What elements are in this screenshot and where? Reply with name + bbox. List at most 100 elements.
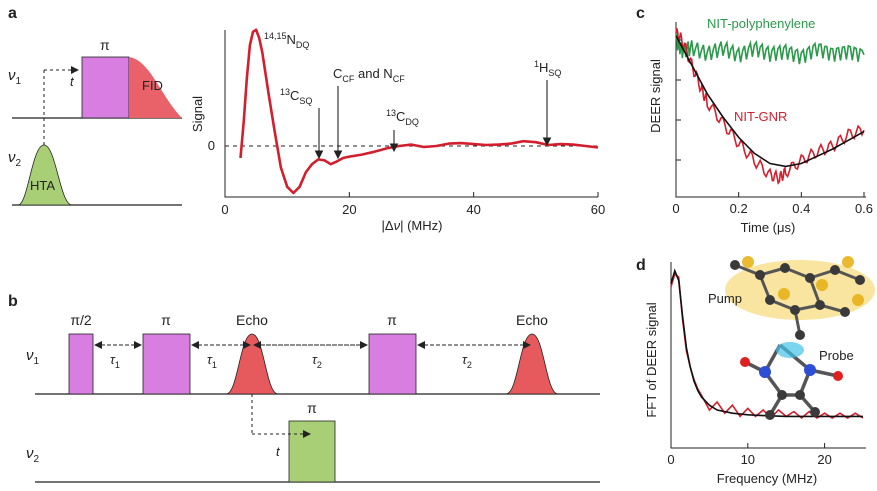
b-pi-pulse-1 (142, 333, 191, 395)
c-series-fit (675, 35, 865, 168)
carbon-atom (755, 270, 765, 280)
a-xlabel: |Δν| (MHz) (382, 218, 443, 233)
b-nu1-label: ν1 (26, 347, 40, 367)
annot-c-sq: 13CSQ (280, 87, 312, 106)
annot-n-dq: 14,15NDQ (264, 31, 309, 50)
b-t-label: t (276, 444, 281, 459)
c-xtick-label: 0.2 (730, 201, 748, 216)
carbon-atom (855, 275, 865, 285)
b-echo-label-1: Echo (236, 312, 268, 328)
c-xtick-label: 0 (672, 201, 679, 216)
b-tau1-label-1: τ1 (110, 352, 120, 370)
panel-c: c 0 0.2 0.4 0.6 DEER signal Time (μs) NIT-p… (636, 5, 873, 235)
a-spectrum-axes (224, 30, 598, 198)
nitrogen-atom (804, 364, 816, 376)
c-xtick-label: 0.4 (792, 201, 810, 216)
carbon-atom (765, 295, 775, 305)
a-xtick-label: 0 (221, 202, 228, 217)
graphene-ribbon (725, 256, 875, 340)
spin-lobe (742, 256, 754, 268)
spin-lobe (816, 279, 828, 291)
d-xtick-label: 20 (817, 452, 831, 467)
pump-label: Pump (708, 291, 742, 306)
d-ylabel: FFT of DEER signal (644, 302, 659, 417)
carbon-atom (777, 390, 787, 400)
d-xlabel: Frequency (MHz) (717, 471, 817, 486)
nitroxide-radical (740, 342, 843, 420)
b-tau2-label-2: τ2 (462, 352, 472, 370)
b-pi-label-2: π (387, 312, 397, 328)
panel-d-label: d (636, 257, 646, 274)
b-nu2-label: ν2 (26, 445, 40, 465)
fid-decay (129, 57, 182, 118)
c-legend-polyphenylene: NIT-polyphenylene (707, 16, 815, 31)
a-xtick-label: 20 (342, 202, 356, 217)
oxygen-atom (740, 357, 750, 367)
carbon-atom (795, 390, 805, 400)
carbon-atom (765, 410, 775, 420)
a-spectrum-series-line (239, 28, 599, 195)
carbon-atom (830, 265, 840, 275)
annot-c-dq: 13CDQ (386, 108, 419, 127)
carbon-atom (810, 407, 820, 417)
b-nu2-pi-pulse (288, 420, 336, 483)
b-nu2-pi-label: π (307, 400, 317, 416)
annot-h-sq: 1HSQ (534, 59, 561, 78)
hta-label: HTA (30, 178, 55, 193)
b-echo-2 (505, 333, 559, 395)
probe-label: Probe (819, 348, 854, 363)
hta-pulse (17, 144, 73, 206)
a-nu1-label: ν1 (8, 67, 22, 87)
a-xticks: 0 20 40 60 (221, 192, 605, 217)
spin-lobe (852, 294, 864, 306)
a-ylabel: Signal (190, 96, 205, 132)
carbon-atom (815, 300, 825, 310)
carbon-atom (805, 273, 815, 283)
c-xticks: 0 0.2 0.4 0.6 (672, 192, 873, 216)
a-t-label: t (70, 74, 75, 89)
carbon-atom (730, 260, 740, 270)
b-pi-pulse-2 (368, 333, 417, 395)
nitrogen-atom (759, 366, 771, 378)
panel-a-pulse-sequence: ν1 ν2 HTA π FID t (8, 37, 182, 206)
oxygen-atom (833, 371, 843, 381)
carbon-atom (790, 305, 800, 315)
b-tau1-label-2: τ1 (207, 352, 217, 370)
c-y-ticks (676, 39, 681, 161)
spin-lobe (778, 288, 790, 300)
d-xticks: 0 10 20 (667, 443, 832, 467)
a-nu2-label: ν2 (8, 149, 22, 169)
panel-d: d 0 10 20 FFT of DEER signal Frequency (MH… (636, 256, 875, 486)
panel-b: b ν1 ν2 π/2 π Echo π Echo π τ1 τ (8, 293, 600, 483)
b-pi2-pulse (68, 333, 94, 395)
c-xtick-label: 0.6 (855, 201, 873, 216)
d-xtick-label: 10 (741, 452, 755, 467)
a-pi-label: π (100, 37, 110, 53)
c-ylabel: DEER signal (648, 59, 663, 133)
panel-c-label: c (636, 5, 645, 22)
a-xtick-label: 60 (591, 202, 605, 217)
panel-b-label: b (8, 293, 18, 310)
spin-lobe (842, 256, 854, 268)
carbon-atom (795, 330, 805, 340)
b-interval-arrows (94, 341, 531, 438)
annot-cf: CCF and NCF (333, 66, 405, 84)
b-pi2-label: π/2 (70, 312, 92, 328)
a-zero-label: 0 (208, 138, 215, 153)
a-xtick-label: 40 (466, 202, 480, 217)
panel-a-label: a (8, 5, 17, 22)
b-tau2-label-1: τ2 (312, 352, 322, 370)
a-pi-pulse (81, 56, 130, 119)
b-echo-1 (225, 333, 279, 395)
a-spectrum-chart: 0 Signal 0 20 40 60 |Δν| (MHz) 14,15NDQ 13C… (190, 28, 605, 233)
molecule-illustration: Pump Probe (708, 256, 875, 420)
fid-label: FID (142, 78, 163, 93)
panel-a: a ν1 ν2 HTA π FID t 0 Signal (8, 5, 605, 233)
d-xtick-label: 0 (667, 452, 674, 467)
carbon-atom (780, 263, 790, 273)
c-legend-gnr: NIT-GNR (734, 109, 787, 124)
c-xlabel: Time (μs) (741, 220, 796, 235)
b-echo-label-2: Echo (516, 312, 548, 328)
probe-spin-density (776, 342, 804, 358)
